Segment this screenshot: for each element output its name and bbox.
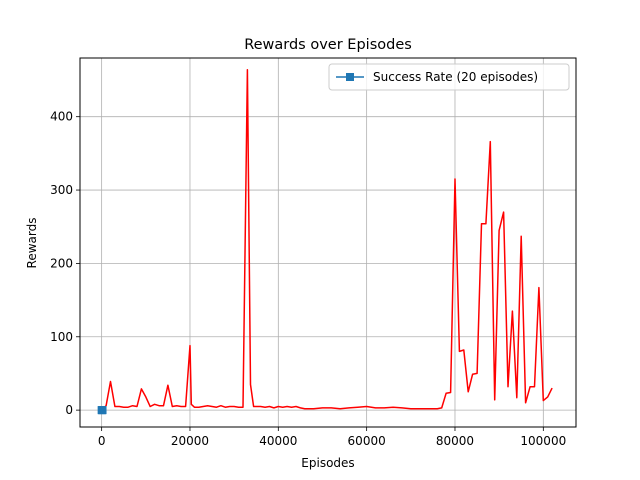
plot-area-border (79, 57, 577, 428)
legend-square-marker-icon (346, 73, 354, 81)
y-tick-label: 200 (50, 256, 73, 270)
series-layer (97, 68, 553, 415)
y-tick-label: 300 (50, 183, 73, 197)
x-axis-ticks: 0 20000 40000 60000 80000 100000 (98, 427, 566, 448)
y-axis-ticks: 0 100 200 300 400 (50, 110, 80, 417)
legend: Success Rate (20 episodes) (328, 63, 570, 91)
x-tick-label: 60000 (348, 434, 386, 448)
y-tick-label: 0 (65, 403, 73, 417)
chart-title: Rewards over Episodes (244, 37, 412, 53)
x-tick-label: 20000 (171, 434, 209, 448)
x-tick-label: 100000 (520, 434, 566, 448)
legend-label: Success Rate (20 episodes) (373, 70, 538, 84)
series-line-0 (101, 68, 553, 411)
y-tick-label: 100 (50, 330, 73, 344)
x-tick-label: 80000 (436, 434, 474, 448)
legend-box (328, 63, 570, 91)
x-tick-label: 0 (98, 434, 106, 448)
y-axis-label: Rewards (25, 218, 39, 269)
x-axis-label: Episodes (301, 456, 354, 470)
series-point (98, 406, 107, 415)
x-tick-label: 40000 (259, 434, 297, 448)
y-tick-label: 400 (50, 110, 73, 124)
grid (80, 58, 576, 427)
